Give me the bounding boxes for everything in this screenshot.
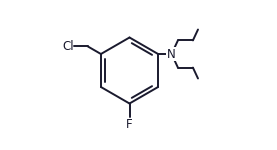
Text: N: N xyxy=(167,48,176,60)
Text: F: F xyxy=(126,118,133,131)
Text: Cl: Cl xyxy=(62,40,74,53)
